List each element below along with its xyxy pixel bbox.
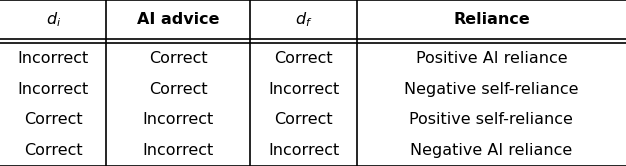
Text: Correct: Correct [24, 112, 83, 127]
Text: Correct: Correct [24, 143, 83, 158]
Text: Positive self-reliance: Positive self-reliance [409, 112, 573, 127]
Text: Negative self-reliance: Negative self-reliance [404, 82, 578, 97]
Text: Correct: Correct [149, 82, 208, 97]
Text: Correct: Correct [274, 112, 333, 127]
Text: Negative AI reliance: Negative AI reliance [410, 143, 573, 158]
Text: Incorrect: Incorrect [143, 112, 214, 127]
Text: Incorrect: Incorrect [143, 143, 214, 158]
Text: Incorrect: Incorrect [18, 51, 89, 66]
Text: Incorrect: Incorrect [18, 82, 89, 97]
Text: Correct: Correct [149, 51, 208, 66]
Text: $d_i$: $d_i$ [46, 10, 61, 29]
Text: AI advice: AI advice [137, 12, 220, 27]
Text: $d_f$: $d_f$ [295, 10, 312, 29]
Text: Positive AI reliance: Positive AI reliance [416, 51, 567, 66]
Text: Reliance: Reliance [453, 12, 530, 27]
Text: Incorrect: Incorrect [268, 143, 339, 158]
Text: Correct: Correct [274, 51, 333, 66]
Text: Incorrect: Incorrect [268, 82, 339, 97]
